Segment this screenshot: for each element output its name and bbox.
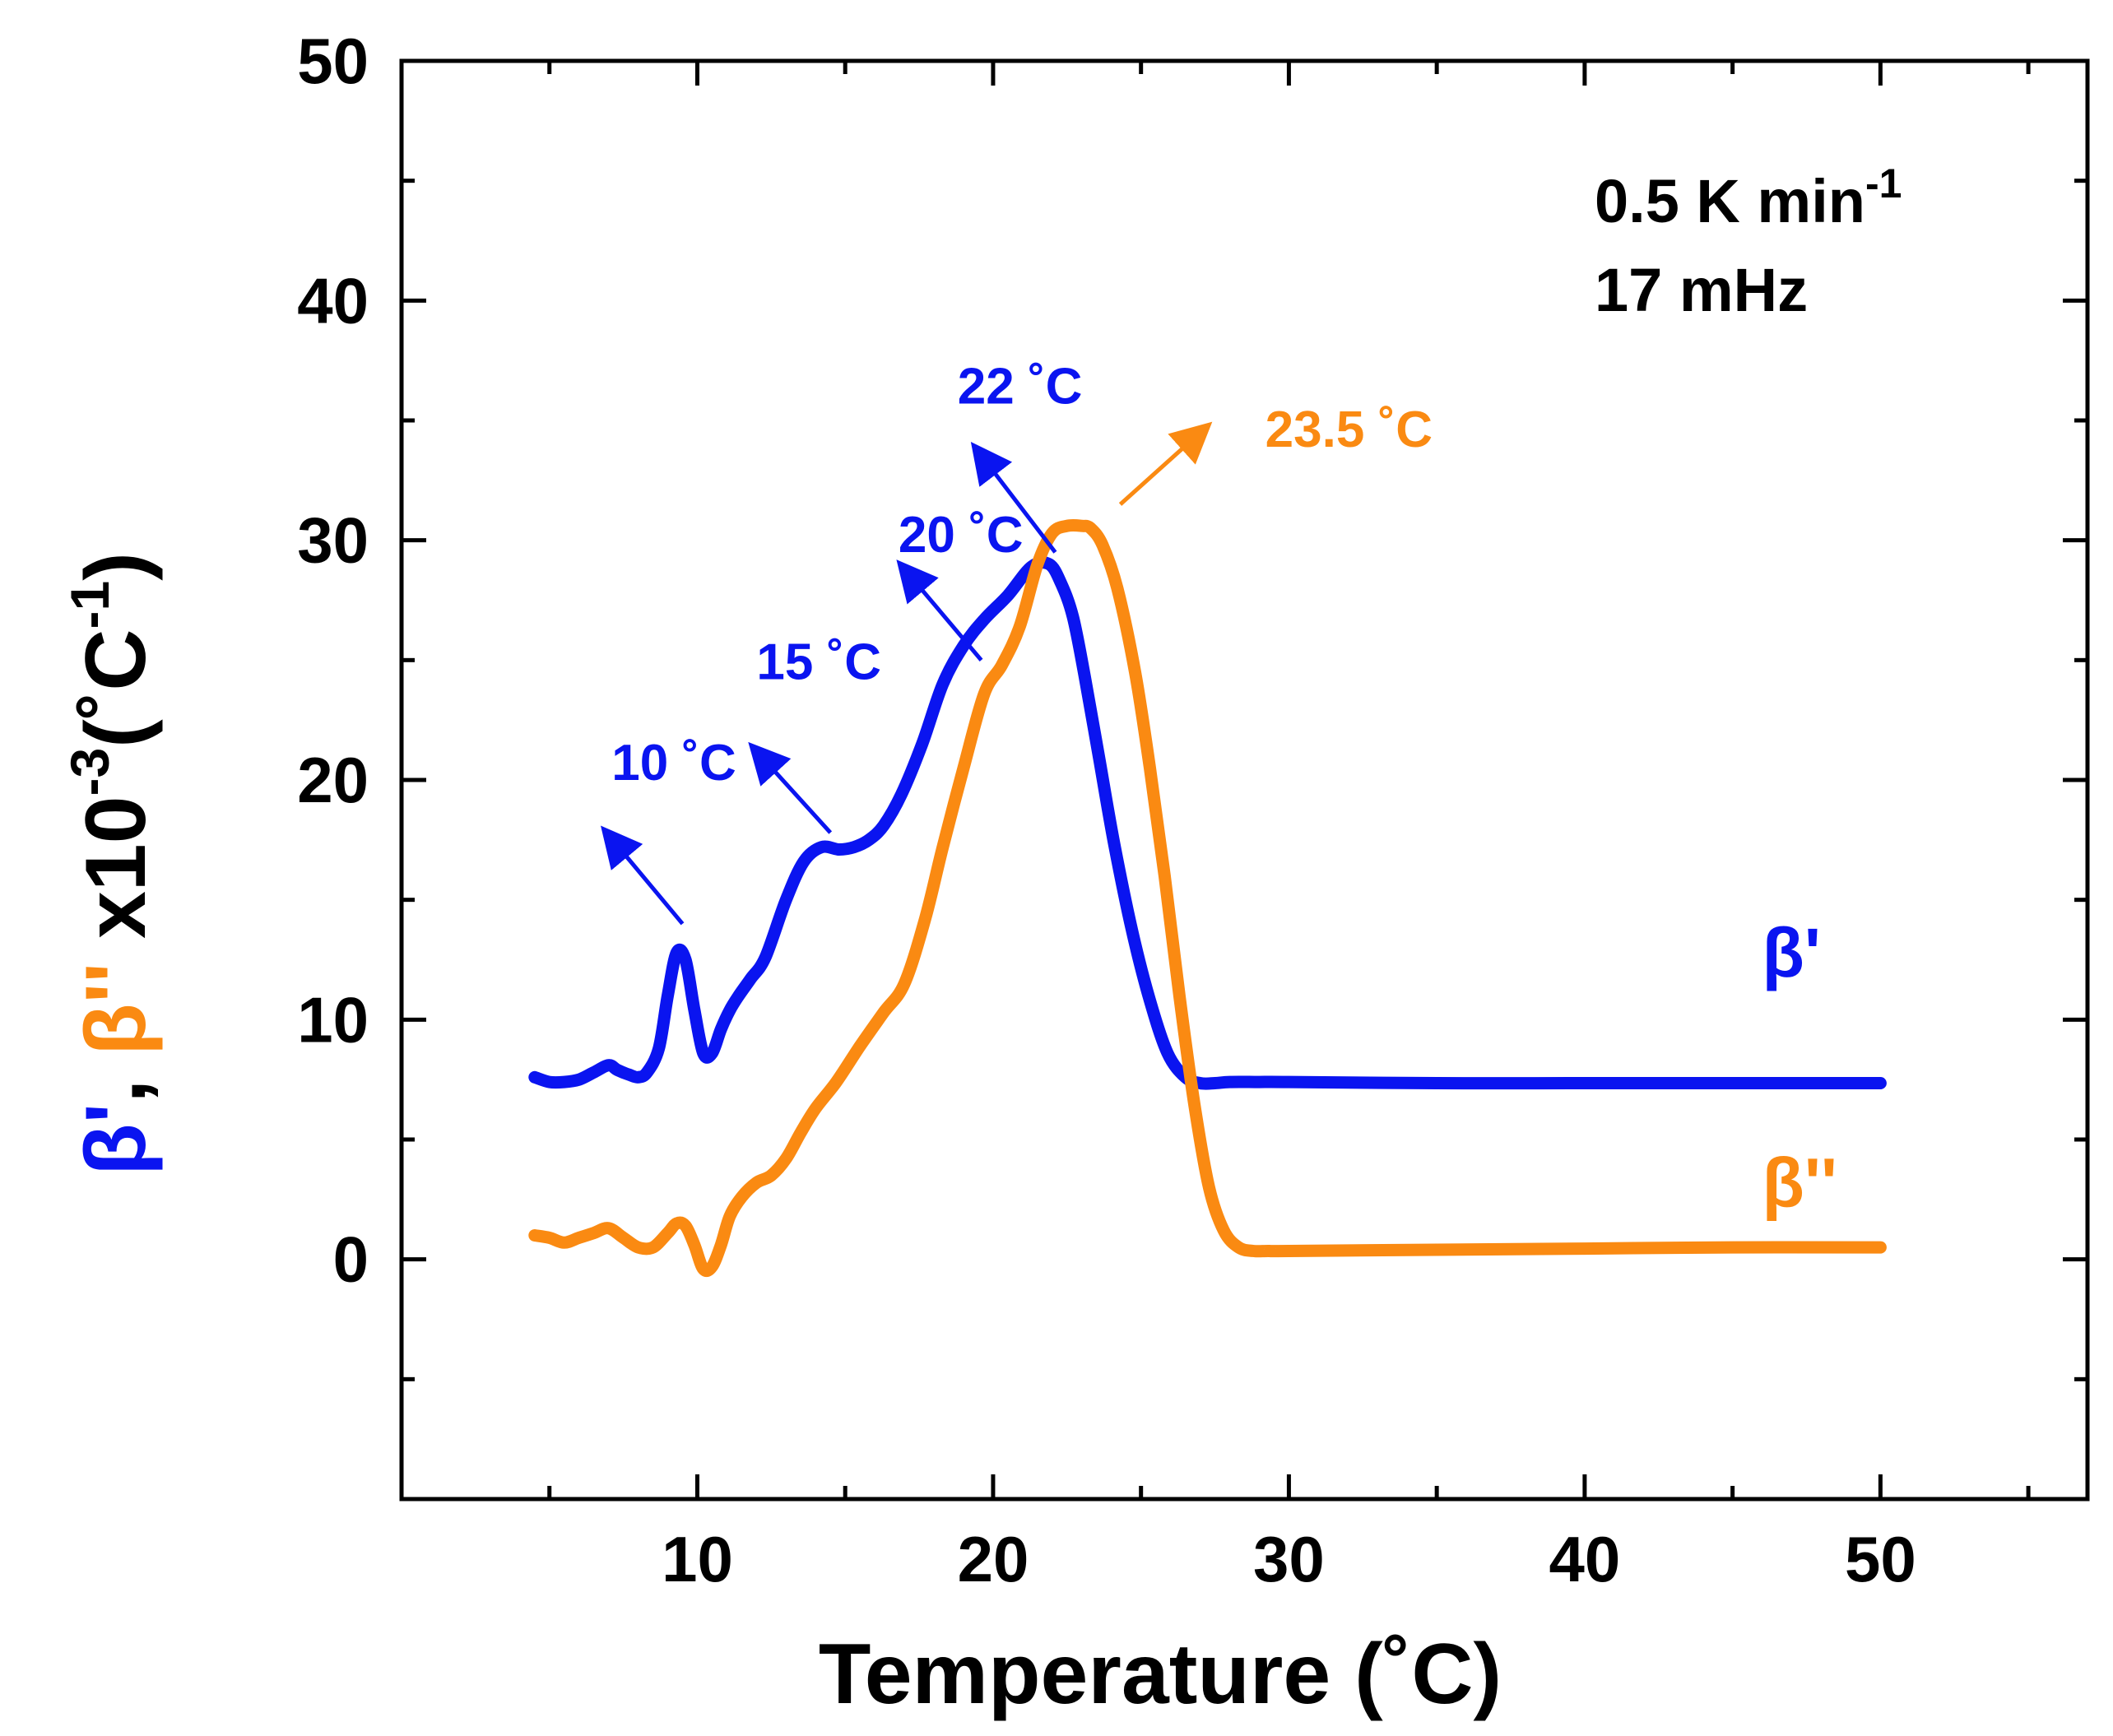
annotation-label: 22 ˚C: [958, 359, 1083, 415]
y-tick-label: 20: [297, 744, 369, 816]
x-axis-title: Temperature (˚C): [819, 1627, 1502, 1722]
x-tick-label: 50: [1845, 1523, 1916, 1595]
y-title-unit: (˚C: [68, 629, 164, 747]
frequency-label: 17 mHz: [1595, 256, 1808, 324]
y-title-scale-exp: -3: [59, 748, 120, 796]
annotation-arrow: [970, 441, 1057, 554]
series-beta-double-prime-line: [528, 518, 1887, 1278]
legend-label: β'': [1762, 1144, 1837, 1222]
annotation-label: 10 ˚C: [611, 735, 736, 791]
y-title-beta-double-prime: β'': [68, 963, 164, 1056]
plot-frame: [399, 58, 2090, 1502]
y-title-beta-prime: β': [68, 1103, 164, 1176]
annotation-label: 23.5 ˚C: [1265, 402, 1433, 458]
series-layer: [528, 518, 1887, 1278]
y-title-scale: x10: [68, 796, 164, 963]
y-title-unit-exp: -1: [59, 581, 120, 629]
y-tick-label: 10: [297, 983, 369, 1056]
y-tick-label: 0: [333, 1223, 369, 1296]
x-tick-label: 10: [662, 1523, 733, 1595]
x-tick-label: 40: [1549, 1523, 1621, 1595]
annotation-arrow: [896, 559, 983, 661]
annotation-label: 15 ˚C: [756, 634, 881, 691]
ticks-layer: 10 20 30 40 50 0 10 20 30 40 50: [297, 25, 2087, 1595]
annotation-arrow: [1118, 421, 1213, 506]
series-beta-prime-line: [528, 556, 1887, 1090]
y-tick-label: 40: [297, 264, 369, 337]
annotations-layer: 10 ˚C 15 ˚C 20 ˚C 22 ˚C 23.5 ˚C β' β'': [601, 359, 1837, 1222]
legend-label: β': [1762, 914, 1821, 991]
y-axis-title: β', β'' x10-3(˚C-1): [59, 552, 164, 1176]
annotation-arrow: [601, 825, 685, 926]
y-title-close: ): [68, 552, 164, 581]
x-tick-label: 30: [1253, 1523, 1325, 1595]
rate-label: 0.5 K min-1: [1595, 160, 1902, 235]
y-tick-label: 50: [297, 25, 369, 97]
y-title-sep: ,: [68, 1056, 164, 1103]
annotation-label: 20 ˚C: [899, 507, 1024, 564]
y-tick-label: 30: [297, 504, 369, 577]
x-tick-label: 20: [958, 1523, 1029, 1595]
annotation-arrow: [748, 741, 833, 834]
